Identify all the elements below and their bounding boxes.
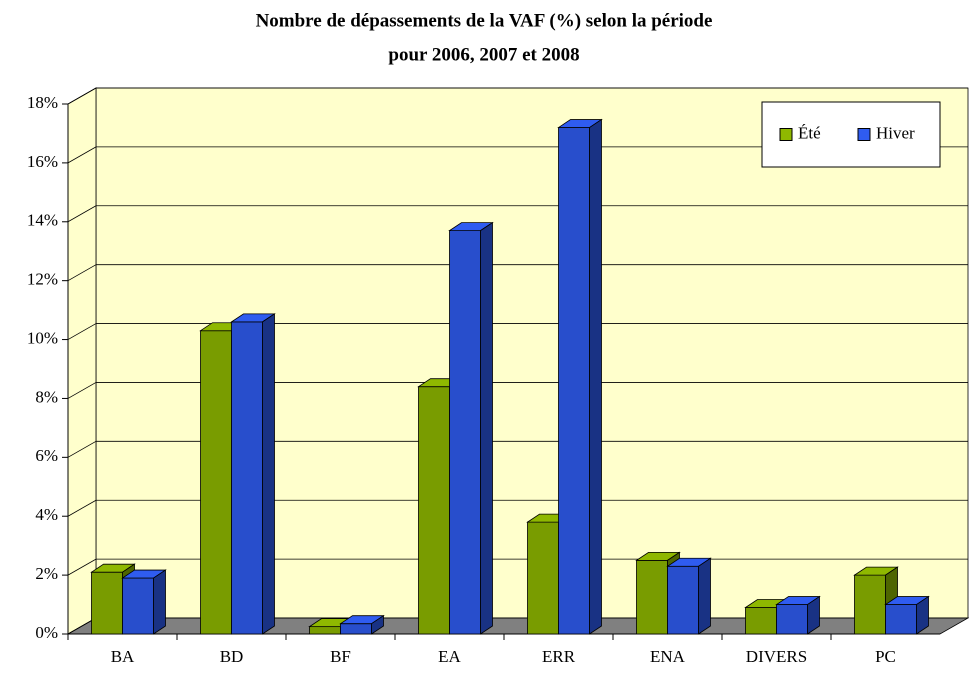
bar-shade [449,230,481,634]
legend-swatch [779,128,793,141]
grid-line [67,499,97,517]
bar-side-shade [371,615,384,634]
y-tick-label: 2% [35,564,58,583]
bar [776,604,808,635]
bar [122,577,154,635]
y-tick-label: 18% [27,93,58,112]
grid-line [67,440,97,458]
x-tick-label: PC [875,647,896,666]
bar-side-shade [807,596,820,634]
bar-shade [200,330,232,634]
y-tick-label: 12% [27,270,58,289]
grid-line [67,323,97,340]
x-tick-label: ERR [542,647,576,666]
bar-side [480,221,493,635]
x-tick-label: ENA [650,647,686,666]
bar-side [371,614,384,635]
legend-label: Été [798,123,821,142]
bar-side-shade [916,596,929,634]
grid-line [67,205,97,223]
grid-line [67,382,97,399]
bar [449,230,481,635]
y-tick-label: 10% [27,328,58,347]
bar-shade [558,127,590,635]
x-tick-label: BA [111,647,135,666]
bar-side-shade [262,313,275,634]
grid-line [67,87,97,105]
y-tick-label: 8% [35,387,58,406]
y-tick-label: 6% [35,446,58,465]
bar [558,127,590,635]
bar-shade [91,572,123,634]
x-tick-label: BD [220,647,244,666]
grid-line [67,146,97,164]
x-tick-label: EA [438,647,461,666]
chart-title: pour 2006, 2007 et 2008 [388,44,579,65]
bar [636,559,668,635]
bar-shade [418,386,450,634]
bar-shade [122,578,154,634]
bar-side-shade [589,119,602,635]
bar [231,321,263,635]
y-tick-label: 14% [27,211,58,230]
bar-side [807,595,820,635]
side-wall [67,87,97,635]
bar-side [262,313,275,635]
bar-shade [340,623,372,634]
bar [745,607,777,635]
grid-line [67,264,97,282]
bar-side [916,595,929,635]
bar-side-shade [698,558,711,634]
bar-side-shade [480,222,493,634]
y-tick-label: 16% [27,152,58,171]
bar-shade [231,321,263,634]
bar [91,571,123,635]
bar-shade [309,626,341,634]
chart-title: Nombre de dépassements de la VAF (%) sel… [256,10,713,31]
y-tick-label: 4% [35,505,58,524]
bar [667,565,699,635]
legend-swatch [857,128,871,141]
grid-line [67,558,97,576]
bar-side [698,557,711,635]
bar-shade [527,522,559,634]
bar-shade [636,560,668,634]
bar-side [589,118,602,635]
bar [854,574,886,635]
x-tick-label: DIVERS [746,647,807,666]
bar-shade [885,604,917,634]
y-tick-label: 0% [35,623,58,642]
bar-shade [745,607,777,634]
bar [418,386,450,635]
x-tick-label: BF [330,647,351,666]
legend-label: Hiver [876,123,915,142]
bar-side [153,569,166,635]
bar-shade [854,575,886,634]
bar-shade [776,604,808,634]
bar-side-shade [153,570,166,634]
bar-shade [667,566,699,634]
